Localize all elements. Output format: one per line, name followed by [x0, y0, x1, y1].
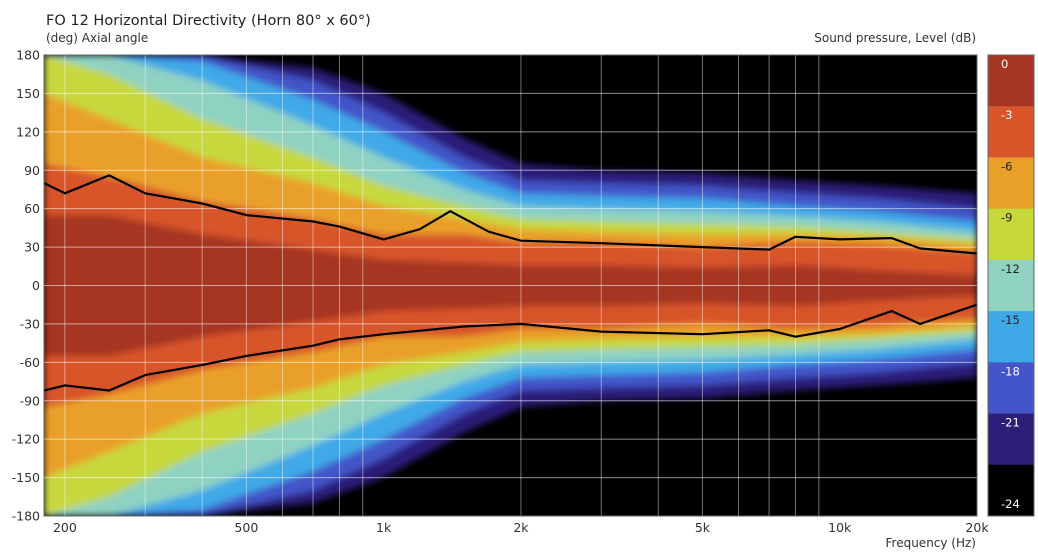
- x-tick-label: 1k: [376, 520, 392, 535]
- x-axis-label: Frequency (Hz): [886, 536, 977, 550]
- contour-upper: [44, 174, 977, 255]
- colorbar: 0 -3 -6 -9 -12 -15 -18 -21 -24: [987, 54, 1035, 517]
- y-tick-label: -150: [12, 470, 40, 485]
- colorbar-label-value: 0: [1001, 57, 1008, 71]
- y-tick-label: -90: [20, 393, 40, 408]
- y-tick-label: -30: [20, 316, 40, 331]
- y-tick-label: 120: [16, 124, 40, 139]
- x-tick-label: 10k: [828, 520, 852, 535]
- x-tick-label: 200: [53, 520, 77, 535]
- y-tick-label: -180: [12, 509, 40, 524]
- colorbar-label-value: -9: [1001, 211, 1012, 225]
- x-tick-label: 5k: [695, 520, 711, 535]
- y-tick-label: -60: [20, 355, 40, 370]
- colorbar-swatch: [988, 259, 1034, 312]
- y-tick-label: 0: [32, 278, 40, 293]
- colorbar-swatch: [988, 208, 1034, 261]
- grid-lines: [44, 55, 977, 516]
- colorbar-label-value: -3: [1001, 108, 1012, 122]
- colorbar-frame: [987, 54, 1035, 517]
- colorbar-swatch: [988, 413, 1034, 466]
- colorbar-label: Sound pressure, Level (dB): [814, 31, 976, 45]
- plot-frame: [43, 54, 978, 517]
- y-tick-label: -120: [12, 432, 40, 447]
- y-tick-label: 180: [16, 48, 40, 63]
- y-axis-label: (deg) Axial angle: [46, 31, 148, 45]
- colorbar-label-value: -24: [1001, 497, 1020, 511]
- y-axis-ticks: 180 150 120 90 60 30 0 -30 -60 -90 -120 -150 -180: [12, 48, 40, 524]
- colorbar-swatch: [988, 157, 1034, 210]
- y-tick-label: 30: [24, 240, 40, 255]
- colorbar-swatch: [988, 55, 1034, 107]
- x-tick-label: 2k: [513, 520, 529, 535]
- colorbar-swatch: [988, 362, 1034, 415]
- plot-area: [44, 55, 977, 516]
- chart-title: FO 12 Horizontal Directivity (Horn 80° x…: [46, 13, 371, 29]
- x-tick-label: 20k: [965, 520, 989, 535]
- colorbar-label-value: -12: [1001, 262, 1020, 276]
- colorbar-label-value: -15: [1001, 313, 1020, 327]
- colorbar-swatch: [988, 106, 1034, 158]
- colorbar-label-value: -21: [1001, 416, 1020, 430]
- contour-lower: [44, 303, 977, 392]
- x-tick-label: 500: [234, 520, 258, 535]
- colorbar-swatch: [988, 464, 1034, 517]
- colorbar-label-value: -18: [1001, 364, 1020, 378]
- colorbar-swatch: [988, 311, 1034, 363]
- y-tick-label: 150: [16, 86, 40, 101]
- y-tick-label: 90: [24, 163, 40, 178]
- y-tick-label: 60: [24, 201, 40, 216]
- minus-6db-contours: [44, 174, 977, 392]
- x-axis-ticks: 200 500 1k 2k 5k 10k 20k: [53, 520, 989, 535]
- colorbar-label-value: -6: [1001, 159, 1012, 173]
